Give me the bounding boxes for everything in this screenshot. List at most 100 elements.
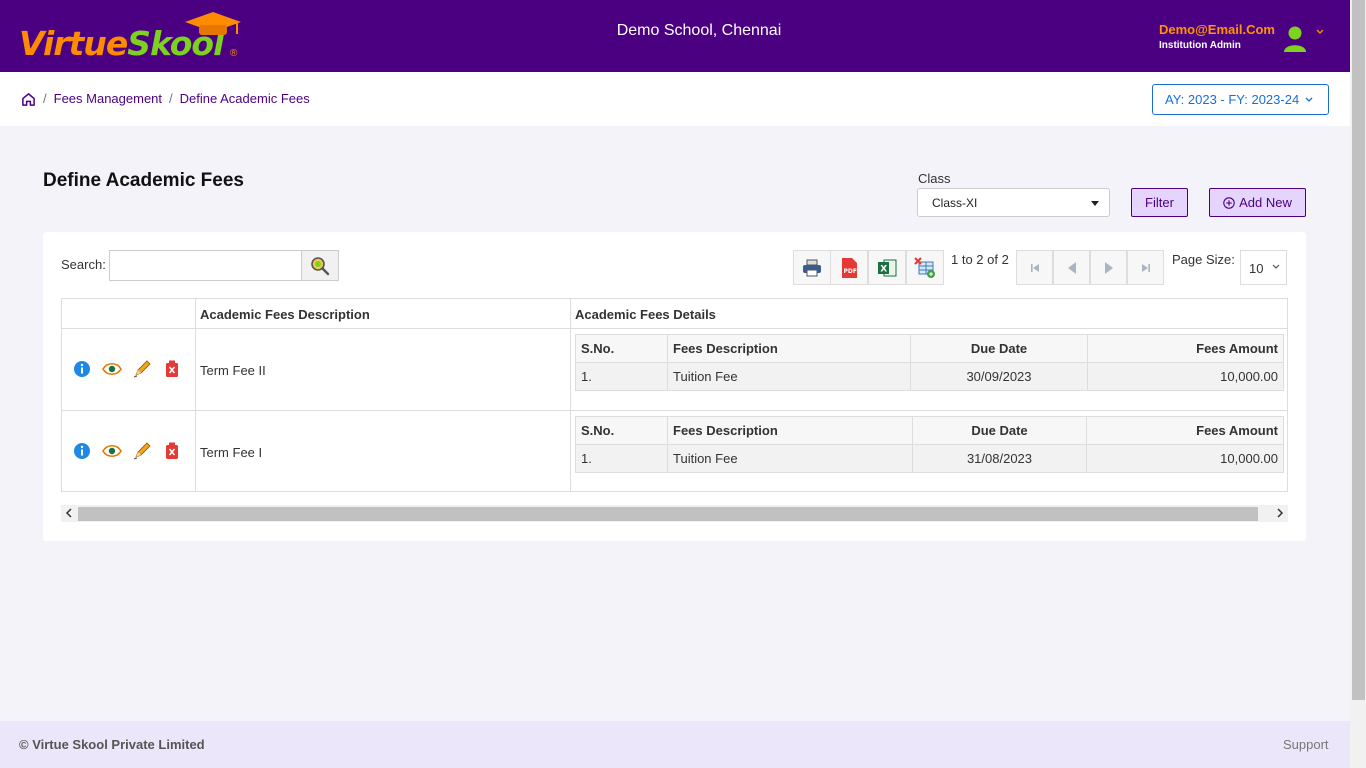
school-name: Demo School, Chennai [616,22,782,39]
horizontal-scrollbar[interactable] [61,505,1288,522]
grid-header-actions [62,299,196,329]
previous-page-icon [1067,261,1076,274]
table-row: 1. Tuition Fee 30/09/2023 10,000.00 [575,362,1284,391]
info-button[interactable] [72,441,92,461]
col-due-date: Due Date [912,416,1087,445]
fees-details-table: S.No. Fees Description Due Date Fees Amo… [575,416,1284,473]
cell-fees-amount: 10,000.00 [1087,362,1284,391]
academic-year-selector[interactable]: AY: 2023 - FY: 2023-24 [1152,84,1329,115]
col-fees-description: Fees Description [667,416,913,445]
info-button[interactable] [72,359,92,379]
table-row-description: Term Fee II [196,329,571,411]
user-email[interactable]: Demo@Email.Com [1159,22,1275,37]
excel-export-button[interactable]: X [868,250,906,285]
breadcrumb-fees-management[interactable]: Fees Management [53,91,163,106]
class-select[interactable]: Class-XI [917,188,1110,217]
pdf-export-button[interactable]: PDF [830,250,868,285]
add-new-button[interactable]: Add New [1209,188,1306,217]
view-button[interactable] [102,359,122,379]
footer: © Virtue Skool Private Limited Support [0,721,1350,768]
svg-text:X: X [880,264,887,274]
breadcrumb-separator: / [169,91,173,106]
search-button[interactable] [301,250,339,281]
vertical-scroll-thumb[interactable] [1352,0,1365,700]
excel-icon: X [878,259,897,276]
table-row-details: S.No. Fees Description Due Date Fees Amo… [571,329,1287,411]
svg-text:PDF: PDF [844,268,857,275]
breadcrumb-define-academic-fees: Define Academic Fees [179,91,310,106]
breadcrumb-bar: / Fees Management / Define Academic Fees [0,72,1350,126]
info-icon [74,361,90,377]
horizontal-scroll-thumb[interactable] [78,507,1258,521]
home-icon[interactable] [21,92,36,107]
add-new-label: Add New [1239,195,1292,210]
delete-button[interactable] [162,441,182,461]
col-sno: S.No. [575,416,668,445]
table-row: 1. Tuition Fee 31/08/2023 10,000.00 [575,444,1284,473]
col-fees-amount: Fees Amount [1086,416,1284,445]
pencil-icon [133,360,151,378]
delete-button[interactable] [162,359,182,379]
cell-sno: 1. [575,362,668,391]
grid-header-details[interactable]: Academic Fees Details [571,299,1287,329]
pdf-icon: PDF [842,257,857,278]
edit-button[interactable] [132,359,152,379]
page-size-label: Page Size: [1172,252,1235,267]
search-icon [311,256,330,275]
page-vertical-scrollbar[interactable] [1350,0,1366,768]
user-avatar-icon[interactable] [1283,25,1307,53]
last-page-button[interactable] [1127,250,1164,285]
first-page-icon [1030,263,1039,272]
clear-filter-button[interactable] [906,250,944,285]
eye-icon [102,362,122,376]
breadcrumb-separator: / [43,91,47,106]
chevron-down-icon[interactable] [1316,28,1324,36]
scroll-left-icon[interactable] [65,508,73,518]
table-row-details: S.No. Fees Description Due Date Fees Amo… [571,411,1287,492]
pager-summary: 1 to 2 of 2 [951,252,1009,267]
page-size-select[interactable]: 10 [1240,250,1287,285]
breadcrumb: / Fees Management / Define Academic Fees [43,91,310,106]
scroll-right-icon[interactable] [1276,508,1284,518]
view-button[interactable] [102,441,122,461]
grid-header-description[interactable]: Academic Fees Description [196,299,571,329]
cell-fees-description: Tuition Fee [667,444,913,473]
support-link[interactable]: Support [1283,737,1329,752]
chevron-down-icon [1272,264,1280,269]
printer-icon [803,259,821,276]
table-row-actions [62,329,196,411]
virtueskool-logo[interactable]: VirtueSkool ® [19,12,244,62]
cell-fees-amount: 10,000.00 [1086,444,1284,473]
cell-sno: 1. [575,444,668,473]
first-page-button[interactable] [1016,250,1053,285]
previous-page-button[interactable] [1053,250,1090,285]
plus-circle-icon [1223,196,1235,209]
delete-icon [166,360,178,377]
logo-text-virtue: Virtue [19,24,128,63]
search-input[interactable] [109,250,302,281]
class-label: Class [918,171,951,186]
eye-icon [102,444,122,458]
class-select-value: Class-XI [932,196,978,210]
graduation-cap-icon [185,12,241,35]
fees-description-text: Term Fee I [200,445,263,460]
chevron-down-icon [1305,97,1313,102]
cell-fees-description: Tuition Fee [667,362,911,391]
pencil-icon [133,442,151,460]
print-button[interactable] [793,250,831,285]
info-icon [74,443,90,459]
edit-button[interactable] [132,441,152,461]
next-page-icon [1104,261,1113,274]
search-label: Search: [61,257,106,272]
delete-icon [166,442,178,459]
next-page-button[interactable] [1090,250,1127,285]
fees-grid: Academic Fees Description Academic Fees … [61,298,1288,492]
page-size-value: 10 [1249,261,1264,276]
academic-year-label: AY: 2023 - FY: 2023-24 [1165,92,1300,107]
col-sno: S.No. [575,334,668,363]
filter-button[interactable]: Filter [1131,188,1188,217]
copyright-text: © Virtue Skool Private Limited [19,737,205,752]
fees-description-text: Term Fee II [200,363,266,378]
col-due-date: Due Date [910,334,1088,363]
table-clear-icon [914,256,935,278]
